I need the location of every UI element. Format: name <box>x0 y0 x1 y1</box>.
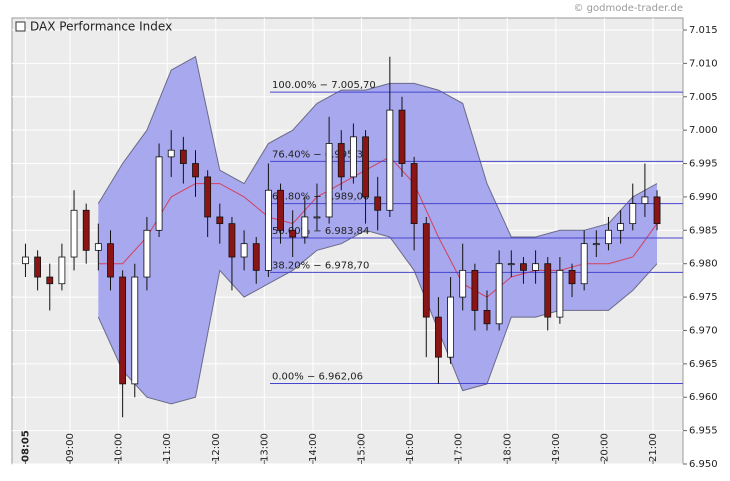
candle-body <box>653 196 661 225</box>
candle-body <box>264 189 272 271</box>
candle-body <box>240 243 248 258</box>
candle-body <box>641 196 649 205</box>
y-tick-label: 6.980 <box>689 259 718 270</box>
y-tick-label: 7.010 <box>689 58 718 69</box>
candle-body <box>350 136 357 178</box>
y-tick-label: 7.015 <box>689 25 718 36</box>
watermark: © godmode-trader.de <box>574 3 684 14</box>
y-tick-label: 6.960 <box>689 392 718 403</box>
candle-body <box>374 196 382 211</box>
candle-body <box>252 243 260 271</box>
candle-body <box>447 296 454 358</box>
candle-body <box>337 143 345 178</box>
x-tick-label: 21:00 <box>648 433 659 462</box>
candle-body <box>94 243 102 251</box>
fib-label: 0.00% − 6.962,06 <box>272 371 363 382</box>
candle-body <box>107 243 114 278</box>
x-tick-label: 16:00 <box>405 433 416 462</box>
y-tick-label: 6.985 <box>689 225 718 236</box>
candle-body <box>119 276 127 385</box>
candle-body <box>617 223 625 231</box>
candle-body <box>313 216 321 219</box>
candle-body <box>277 189 284 231</box>
candle-body <box>362 136 369 198</box>
fib-label: 61.80% − 6.989,00 <box>272 192 369 203</box>
candle-body <box>70 209 78 258</box>
candle-body <box>155 156 163 231</box>
fib-levels: 100.00% − 7.005,70 76.40% − 6.995,33 61.80… <box>270 80 683 384</box>
candles <box>22 56 661 418</box>
chart-title: DAX Performance Index <box>30 20 172 34</box>
candle-body <box>483 310 491 325</box>
y-tick-label: 6.995 <box>689 159 718 170</box>
x-tick-label: 13:00 <box>259 433 270 462</box>
candle-body <box>216 216 224 225</box>
candle-body <box>410 163 418 225</box>
band-upper <box>97 55 658 238</box>
y-tick-label: 6.965 <box>689 359 718 370</box>
x-tick-label: 19:00 <box>551 433 562 462</box>
x-tick-label: 12:00 <box>211 433 222 462</box>
y-tick-label: 6.990 <box>689 192 718 203</box>
candle-body <box>301 216 309 238</box>
candle-body <box>544 263 552 318</box>
candle-body <box>131 276 139 385</box>
x-tick-label: 15:00 <box>357 433 368 462</box>
candle-body <box>34 256 42 278</box>
candle-body <box>167 149 175 158</box>
x-tick-label: 17:00 <box>454 433 465 462</box>
y-tick-label: 6.970 <box>689 325 718 336</box>
candle-body <box>58 256 66 285</box>
candle-body <box>435 316 442 358</box>
band-lower <box>97 229 658 405</box>
candle-body <box>507 263 515 266</box>
y-tick-label: 7.000 <box>689 125 718 136</box>
axes: 6.950 6.955 6.960 6.965 6.970 6.975 6.980 6.985… <box>20 25 717 470</box>
candle-body <box>179 149 187 164</box>
candle-body <box>325 143 333 218</box>
fib-label: 76.40% − 6.995,33 <box>272 149 369 160</box>
y-tick-label: 6.975 <box>689 292 718 303</box>
candle-body <box>289 229 297 238</box>
x-tick-label: 14:00 <box>308 433 319 462</box>
candle-body <box>629 203 637 225</box>
candle-body <box>228 223 236 258</box>
candle-body <box>556 269 564 318</box>
candle-body <box>580 243 588 285</box>
band-middle <box>98 156 658 298</box>
candle-body <box>46 276 54 285</box>
candle-body <box>192 163 199 178</box>
x-tick-label: 20:00 <box>599 433 610 462</box>
x-tick-label: 09:00 <box>65 433 76 462</box>
candle-body <box>520 263 527 271</box>
candle-body <box>422 223 430 318</box>
candle-body <box>532 263 539 271</box>
x-tick-label: 18:00 <box>502 433 513 462</box>
candle-body <box>398 109 406 164</box>
candle-body <box>143 229 151 278</box>
y-tick-label: 6.955 <box>689 426 718 437</box>
x-tick-label: 08:05 <box>20 430 31 462</box>
candle-body <box>459 269 467 298</box>
fib-label: 100.00% − 7.005,70 <box>272 80 376 91</box>
candle-body <box>568 269 576 285</box>
x-tick-label: 11:00 <box>162 433 173 462</box>
fib-label: 50.00% − 6.983,84 <box>272 226 369 237</box>
candle-body <box>592 243 600 246</box>
candle-body <box>471 269 479 311</box>
y-tick-label: 6.950 <box>689 459 718 470</box>
fib-label: 38.20% − 6.978,70 <box>272 260 369 271</box>
candle-body <box>495 263 503 325</box>
candle-body <box>386 109 394 211</box>
candle-body <box>82 209 90 251</box>
candle-body <box>605 229 612 245</box>
candle-body <box>22 256 29 265</box>
y-tick-label: 7.005 <box>689 92 718 103</box>
x-tick-label: 10:00 <box>114 433 125 462</box>
legend-box <box>15 21 26 32</box>
candle-body <box>204 176 212 218</box>
